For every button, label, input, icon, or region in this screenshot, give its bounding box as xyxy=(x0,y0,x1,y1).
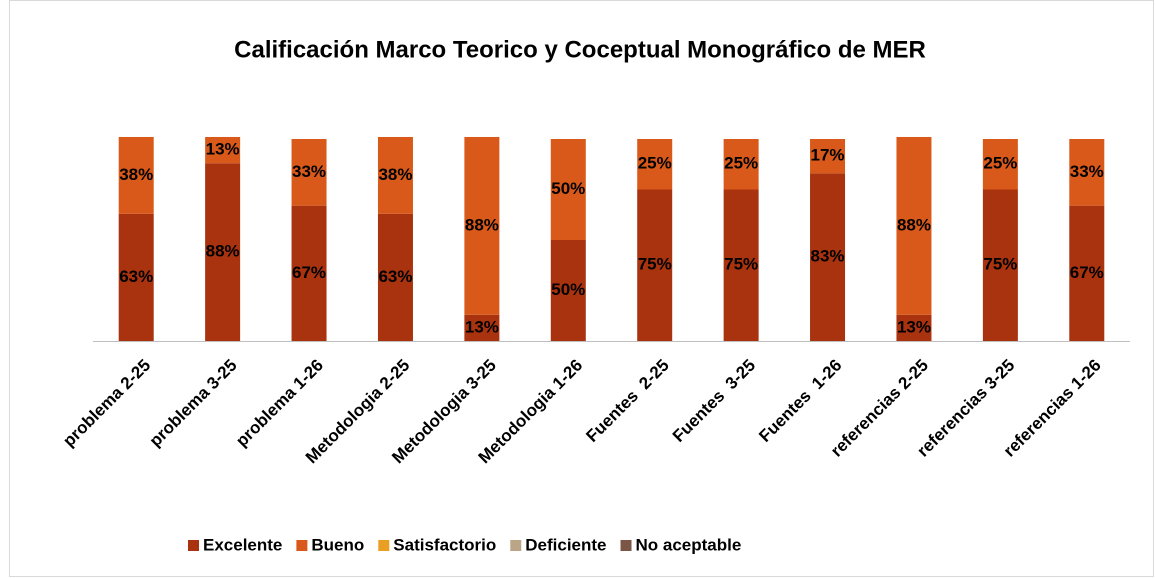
legend-label: Bueno xyxy=(311,535,364,554)
legend-label: No aceptable xyxy=(636,535,742,554)
legend-swatch xyxy=(620,540,632,551)
bar-segment xyxy=(291,205,327,341)
data-label: 33% xyxy=(1070,162,1104,181)
bar-segment xyxy=(810,173,846,341)
bar-segment xyxy=(377,136,413,214)
data-label: 50% xyxy=(551,179,585,198)
data-label: 75% xyxy=(983,255,1017,274)
bar-segment xyxy=(637,139,673,190)
bar-segment xyxy=(896,314,932,341)
data-label: 67% xyxy=(1070,263,1104,282)
bar-segment xyxy=(1069,205,1105,341)
bar-segment xyxy=(723,139,759,190)
data-label: 88% xyxy=(897,215,931,234)
bar-segment xyxy=(205,163,241,341)
data-label: 75% xyxy=(724,255,758,274)
bar-segment xyxy=(291,139,327,206)
bar-segment xyxy=(118,136,154,214)
data-label: 88% xyxy=(465,215,499,234)
bar-segment xyxy=(464,314,500,341)
data-label: 13% xyxy=(897,317,931,336)
bar-segment xyxy=(118,213,154,341)
bar-segment xyxy=(723,189,759,341)
data-label: 38% xyxy=(119,165,153,184)
data-label: 25% xyxy=(724,154,758,173)
data-label: 50% xyxy=(551,280,585,299)
data-label: 17% xyxy=(811,146,845,165)
chart-title: Calificación Marco Teorico y Coceptual M… xyxy=(234,36,926,63)
data-label: 25% xyxy=(638,154,672,173)
data-label: 83% xyxy=(811,247,845,266)
data-label: 33% xyxy=(292,162,326,181)
data-label: 13% xyxy=(465,317,499,336)
bar-segment xyxy=(810,139,846,174)
bar-segment xyxy=(550,240,586,341)
legend-swatch xyxy=(188,540,199,551)
bar-segment xyxy=(982,139,1018,190)
data-label: 75% xyxy=(638,255,672,274)
data-label: 25% xyxy=(983,154,1017,173)
legend-swatch xyxy=(510,540,522,551)
data-label: 88% xyxy=(206,242,240,261)
bar-segment xyxy=(464,136,500,315)
bar-segment xyxy=(1069,139,1105,206)
legend-swatch xyxy=(296,540,308,551)
legend-label: Excelente xyxy=(203,535,282,554)
bar-segment xyxy=(982,189,1018,341)
legend-label: Deficiente xyxy=(525,535,606,554)
legend-label: Satisfactorio xyxy=(393,535,496,554)
data-label: 13% xyxy=(206,140,240,159)
bar-segment xyxy=(550,139,586,240)
bar-segment xyxy=(896,136,932,315)
data-label: 63% xyxy=(378,267,412,286)
bar-segment xyxy=(205,136,241,164)
bar-segment xyxy=(377,213,413,341)
data-label: 63% xyxy=(119,267,153,286)
bar-segment xyxy=(637,189,673,341)
data-label: 38% xyxy=(378,165,412,184)
legend-swatch xyxy=(378,540,390,551)
data-label: 67% xyxy=(292,263,326,282)
